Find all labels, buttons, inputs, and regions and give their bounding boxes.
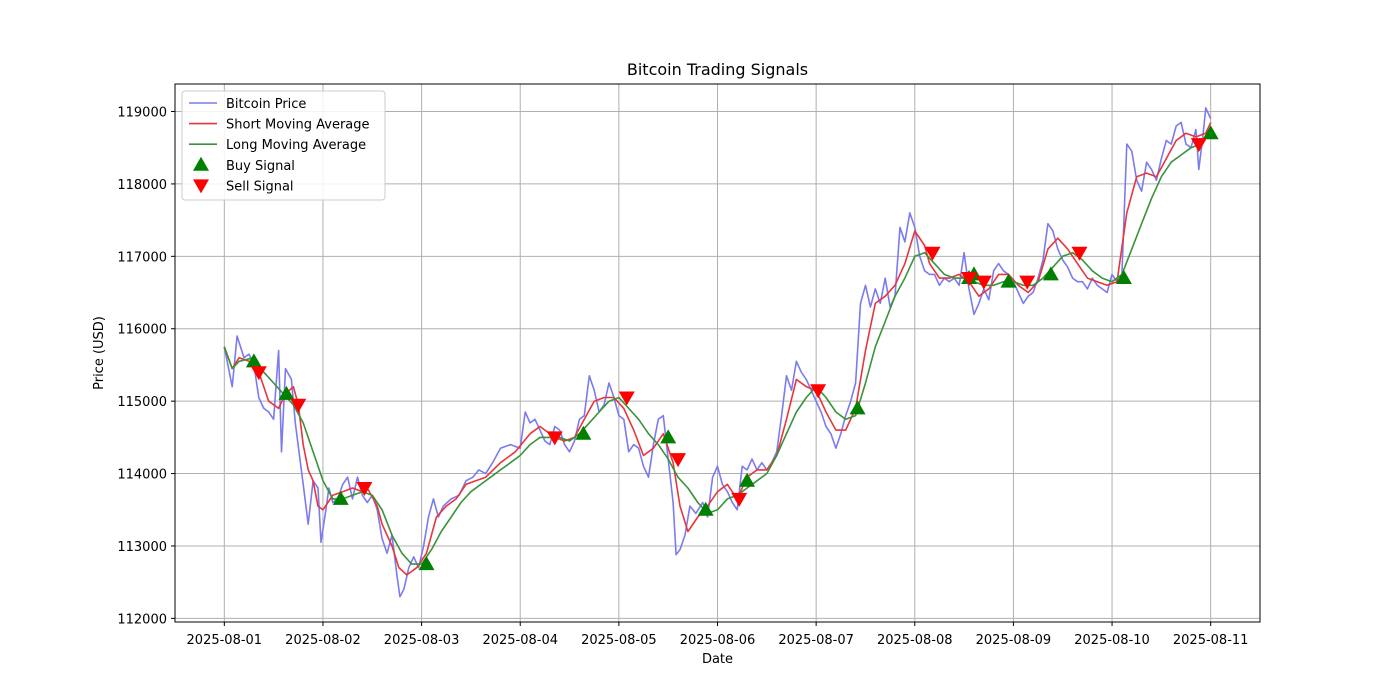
buy-signal-marker (1000, 273, 1017, 288)
buy-signal-marker (278, 385, 295, 400)
sell-signal-marker (670, 453, 687, 468)
sell-signal-marker (810, 384, 827, 399)
buy-signal-marker (1042, 266, 1059, 281)
buy-signal-marker (575, 425, 592, 440)
sell-signal-marker (356, 482, 373, 497)
buy-signal-marker (1202, 125, 1219, 140)
y-tick-label: 115000 (117, 395, 167, 410)
x-tick-label: 2025-08-08 (877, 633, 953, 648)
x-tick-label: 2025-08-05 (581, 633, 657, 648)
x-tick-label: 2025-08-03 (384, 633, 460, 648)
series-layer (223, 107, 1219, 598)
y-tick-label: 119000 (117, 106, 167, 121)
y-tick-label: 113000 (117, 540, 167, 555)
buy-signal-marker (849, 400, 866, 415)
sell-signal-marker (618, 391, 635, 406)
buy-signal-marker (739, 472, 756, 487)
short-moving-average-line (223, 122, 1212, 576)
legend: Bitcoin Price Short Moving Average Long Mo… (181, 90, 386, 201)
x-tick-label: 2025-08-11 (1173, 633, 1249, 648)
sell-signal-marker (290, 398, 307, 413)
legend-box (181, 90, 386, 201)
sell-signal-marker (731, 492, 748, 507)
buy-signal-marker (660, 429, 677, 444)
sell-signal-marker (1019, 275, 1036, 290)
grid (175, 84, 1260, 622)
sell-signal-marker (250, 366, 267, 381)
x-tick-label: 2025-08-04 (482, 633, 558, 648)
buy-signal-marker (245, 353, 262, 368)
legend-label: Long Moving Average (226, 138, 366, 153)
legend-label: Buy Signal (226, 159, 295, 174)
legend-label: Bitcoin Price (226, 97, 306, 112)
y-axis-label: Price (USD) (92, 316, 107, 390)
legend-swatch-buy-signal (193, 156, 209, 171)
axis-ticks: 2025-08-01 2025-08-02 2025-08-03 2025-08-04… (117, 106, 1248, 648)
legend-label: Sell Signal (226, 179, 294, 194)
legend-swatch-sell-signal (193, 179, 209, 194)
x-tick-label: 2025-08-07 (778, 633, 854, 648)
y-tick-label: 117000 (117, 250, 167, 265)
long-moving-average-line (223, 132, 1212, 565)
x-tick-label: 2025-08-02 (285, 633, 361, 648)
buy-signal-marker (1115, 270, 1132, 285)
sell-signal-marker (546, 431, 563, 446)
sell-signal-marker (1071, 246, 1088, 261)
sell-signal-marker (924, 246, 941, 261)
x-tick-label: 2025-08-01 (187, 633, 263, 648)
sell-signal-marker (961, 272, 978, 287)
chart-title: Bitcoin Trading Signals (627, 60, 808, 79)
buy-signal-marker (697, 501, 714, 516)
x-tick-label: 2025-08-09 (976, 633, 1052, 648)
x-tick-label: 2025-08-06 (680, 633, 756, 648)
sell-signal-marker (1190, 138, 1207, 153)
y-tick-label: 114000 (117, 468, 167, 483)
x-tick-label: 2025-08-10 (1074, 633, 1150, 648)
buy-signal-marker (418, 556, 435, 571)
sell-signal-marker (975, 275, 992, 290)
y-tick-label: 116000 (117, 323, 167, 338)
x-axis-label: Date (702, 652, 733, 667)
y-tick-label: 112000 (117, 612, 167, 627)
y-tick-label: 118000 (117, 178, 167, 193)
buy-signal-marker (332, 490, 349, 505)
legend-label: Short Moving Average (226, 118, 370, 133)
